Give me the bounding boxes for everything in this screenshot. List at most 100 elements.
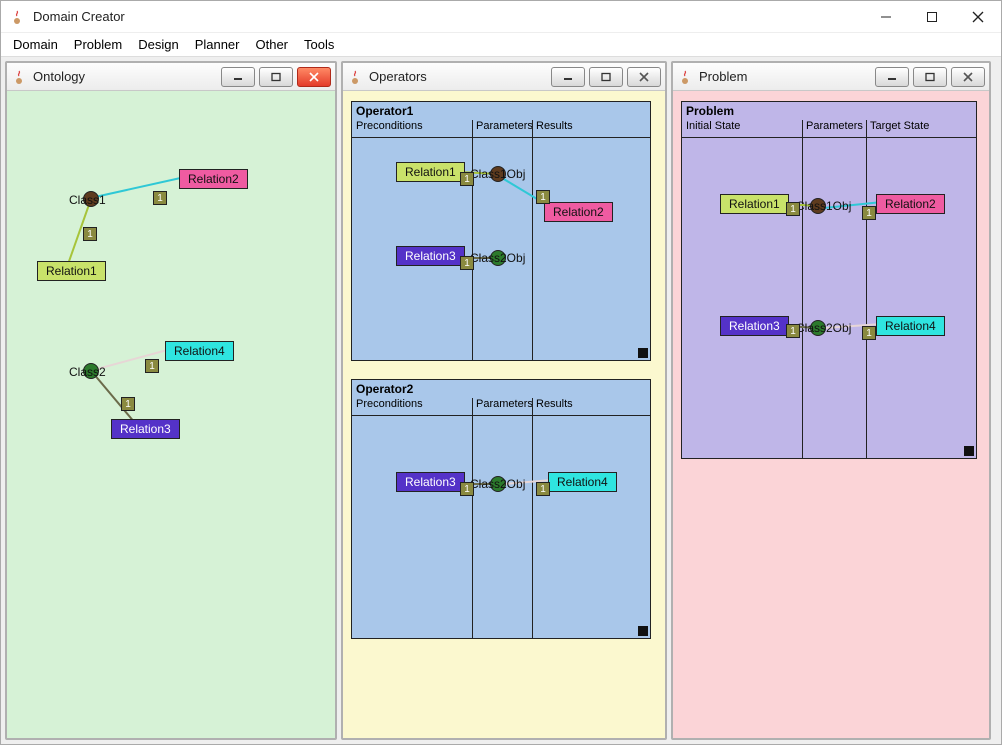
op2-relation3-box[interactable]: Relation3 [396,472,465,492]
operator2-col-results: Results [536,398,573,410]
ontology-window[interactable]: Ontology [5,61,337,740]
operator1-panel[interactable]: Operator1 Preconditions Parameters Resul… [351,101,651,361]
relation2-box[interactable]: Relation2 [179,169,248,189]
operators-window[interactable]: Operators Operator1 Preconditions Parame… [341,61,667,740]
problem-relation3-port[interactable]: 1 [786,324,800,338]
menu-bar: Domain Problem Design Planner Other Tool… [1,33,1001,57]
problem-panel-title: Problem [686,104,734,118]
problem-class2obj-label: Class2Obj [796,321,851,335]
problem-relation2-port[interactable]: 1 [862,206,876,220]
app-window: Domain Creator Domain Problem Design Pla… [0,0,1002,745]
relation4-box[interactable]: Relation4 [165,341,234,361]
java-frame-icon [347,69,363,85]
problem-col-target: Target State [870,120,929,132]
menu-other[interactable]: Other [250,35,295,54]
java-app-icon [9,9,25,25]
operators-canvas[interactable]: Operator1 Preconditions Parameters Resul… [343,91,665,738]
problem-titlebar[interactable]: Problem [673,63,989,91]
operator2-panel[interactable]: Operator2 Preconditions Parameters Resul… [351,379,651,639]
relation3-box[interactable]: Relation3 [111,419,180,439]
operator1-resize-handle[interactable] [638,348,648,358]
operators-title: Operators [369,69,551,84]
operator2-resize-handle[interactable] [638,626,648,636]
problem-col-initial: Initial State [686,120,740,132]
operator1-edges [352,102,650,360]
problem-divider-1 [802,120,803,458]
operators-min-button[interactable] [551,67,585,87]
operators-max-button[interactable] [589,67,623,87]
relation1-port[interactable]: 1 [83,227,97,241]
op2-class2obj-label: Class2Obj [470,477,525,491]
relation4-port[interactable]: 1 [145,359,159,373]
mdi-workspace: Ontology [1,57,1001,744]
relation2-port[interactable]: 1 [153,191,167,205]
relation3-port[interactable]: 1 [121,397,135,411]
operator1-col-preconditions: Preconditions [356,120,423,132]
operator1-divider-1 [472,120,473,360]
problem-panel[interactable]: Problem Initial State Parameters Target … [681,101,977,459]
op1-relation1-box[interactable]: Relation1 [396,162,465,182]
op2-relation3-port[interactable]: 1 [460,482,474,496]
ontology-title: Ontology [33,69,221,84]
class2obj-label: Class2Obj [470,251,525,265]
class1obj-label: Class1Obj [470,167,525,181]
operator1-col-results: Results [536,120,573,132]
problem-relation4-box[interactable]: Relation4 [876,316,945,336]
menu-domain[interactable]: Domain [7,35,64,54]
window-title: Domain Creator [33,9,863,24]
problem-relation1-box[interactable]: Relation1 [720,194,789,214]
problem-resize-handle[interactable] [964,446,974,456]
op1-relation3-box[interactable]: Relation3 [396,246,465,266]
operator2-title: Operator2 [356,382,413,396]
ontology-titlebar[interactable]: Ontology [7,63,335,91]
ontology-edges [7,91,335,738]
menu-tools[interactable]: Tools [298,35,340,54]
problem-canvas[interactable]: Problem Initial State Parameters Target … [673,91,989,738]
operators-close-button[interactable] [627,67,661,87]
ontology-max-button[interactable] [259,67,293,87]
op2-relation4-port[interactable]: 1 [536,482,550,496]
operators-titlebar[interactable]: Operators [343,63,665,91]
menu-design[interactable]: Design [132,35,184,54]
ontology-canvas[interactable]: Class1 Class2 Relation1 Relation2 Relati… [7,91,335,738]
problem-close-button[interactable] [951,67,985,87]
op1-relation2-port[interactable]: 1 [536,190,550,204]
java-frame-icon [677,69,693,85]
problem-max-button[interactable] [913,67,947,87]
menu-planner[interactable]: Planner [189,35,246,54]
operator2-edges [352,380,650,638]
problem-relation4-port[interactable]: 1 [862,326,876,340]
class2-label: Class2 [69,365,106,379]
problem-relation1-port[interactable]: 1 [786,202,800,216]
problem-window-title: Problem [699,69,875,84]
window-buttons [863,2,1001,32]
operator1-col-parameters: Parameters [476,120,533,132]
op2-relation4-box[interactable]: Relation4 [548,472,617,492]
maximize-button[interactable] [909,2,955,32]
operator1-divider-2 [532,120,533,360]
op1-relation1-port[interactable]: 1 [460,172,474,186]
problem-class1obj-label: Class1Obj [796,199,851,213]
java-frame-icon [11,69,27,85]
ontology-close-button[interactable] [297,67,331,87]
menu-problem[interactable]: Problem [68,35,128,54]
problem-divider-2 [866,120,867,458]
problem-relation3-box[interactable]: Relation3 [720,316,789,336]
problem-col-parameters: Parameters [806,120,863,132]
op1-relation3-port[interactable]: 1 [460,256,474,270]
problem-relation2-box[interactable]: Relation2 [876,194,945,214]
title-bar: Domain Creator [1,1,1001,33]
operator2-col-preconditions: Preconditions [356,398,423,410]
operator2-col-parameters: Parameters [476,398,533,410]
relation1-box[interactable]: Relation1 [37,261,106,281]
problem-window[interactable]: Problem Problem Initial State Parameters… [671,61,991,740]
op1-relation2-box[interactable]: Relation2 [544,202,613,222]
operator2-divider-1 [472,398,473,638]
ontology-min-button[interactable] [221,67,255,87]
class1-label: Class1 [69,193,106,207]
minimize-button[interactable] [863,2,909,32]
problem-edges [682,102,976,458]
operator1-title: Operator1 [356,104,413,118]
problem-min-button[interactable] [875,67,909,87]
close-button[interactable] [955,2,1001,32]
